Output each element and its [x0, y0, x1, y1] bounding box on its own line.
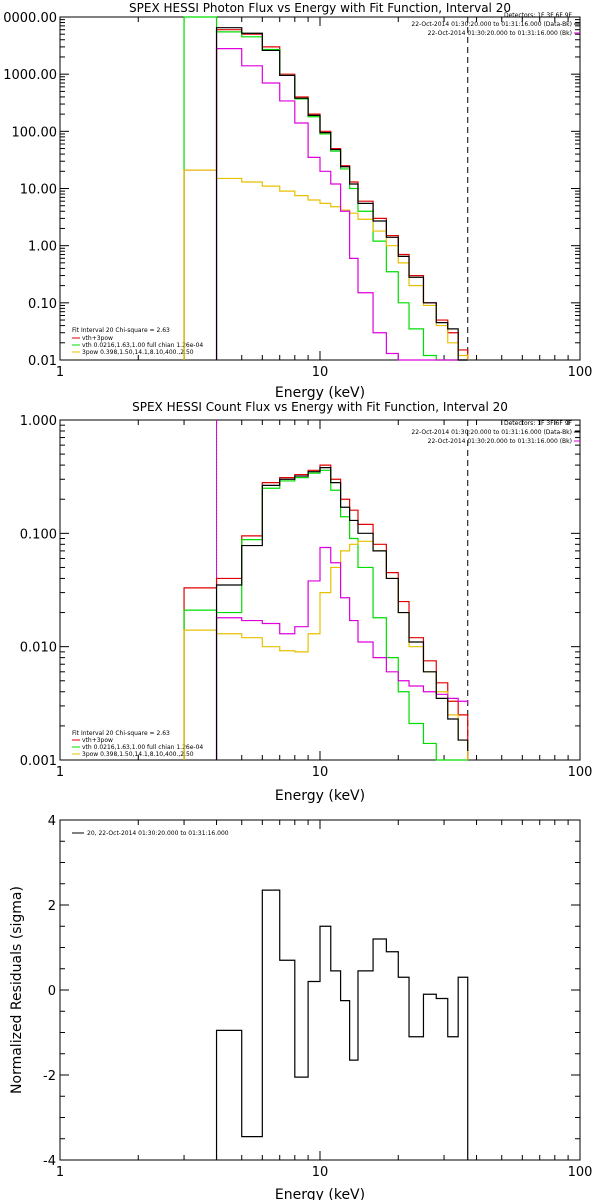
photon-flux-xtick-label: 1 — [56, 365, 64, 380]
count-flux-legend-tr-1: 22-Oct-2014 01:30:20.000 to 01:31:16.000… — [411, 429, 572, 436]
count-flux-title: SPEX HESSI Count Flux vs Energy with Fit… — [132, 400, 508, 414]
count-flux-legend-tr-0: Detectors: 1F 3F 6F 9F — [504, 420, 573, 427]
count-flux-ytick-label: 0.001 — [20, 754, 57, 769]
photon-flux-legend-bl-3: 3pow 0.398,1.50,14.1,8.10,400.,2.50 — [82, 349, 194, 356]
count-flux-xtick-label: 1 — [56, 765, 64, 780]
photon-flux-legend-bl-0: Fit Interval 20 Chi-square = 2.63 — [72, 327, 170, 334]
photon-flux-ytick-label: 0.01 — [28, 354, 57, 369]
count-flux-series-data-bk — [215, 467, 469, 760]
photon-flux-ytick-label: 0.10 — [28, 297, 57, 312]
residuals-ytick-label: 2 — [48, 899, 56, 914]
count-flux-xtick-label: 10 — [312, 765, 329, 780]
count-flux-xtick-label: 100 — [568, 765, 593, 780]
residuals-series-20-22-oct-2014-01-30-20-000-to-01-31-16-000 — [215, 889, 469, 1160]
residuals-ytick-label: 4 — [48, 814, 56, 829]
residuals-ylabel: Normalized Residuals (sigma) — [9, 886, 25, 1094]
count-flux-ytick-label: 0.010 — [20, 641, 57, 656]
residuals-ytick-label: -2 — [43, 1069, 56, 1084]
residuals-xtick-label: 100 — [568, 1165, 593, 1180]
photon-flux-xtick-label: 100 — [568, 365, 593, 380]
residuals-axes-frame — [59, 819, 581, 1161]
residuals-xtick-label: 10 — [312, 1165, 329, 1180]
photon-flux-ytick-label: 10.00 — [20, 183, 57, 198]
photon-flux-legend-tr-0: Detectors: 1F 3F 6F 9F — [504, 12, 573, 19]
photon-flux-series-vth-3pow — [183, 29, 469, 360]
residuals-ytick-label: 0 — [48, 984, 56, 999]
count-flux-series-bk — [215, 546, 469, 760]
photon-flux-series-bk — [215, 48, 468, 361]
photon-flux-axes-frame — [59, 16, 581, 361]
residuals-panel: Energy (keV) Normalized Residuals (sigma… — [9, 814, 593, 1203]
residuals-ytick-label: -4 — [43, 1154, 56, 1169]
photon-flux-legend-tr-1: 22-Oct-2014 01:30:20.000 to 01:31:16.000… — [411, 21, 572, 28]
photon-flux-title: SPEX HESSI Photon Flux vs Energy with Fi… — [129, 1, 511, 15]
count-flux-legend-bl-3: 3pow 0.398,1.50,14.1,8.10,400.,2.50 — [82, 751, 194, 758]
count-flux-ytick-label: 1.000 — [20, 414, 57, 429]
count-flux-panel: SPEX HESSI Count Flux vs Energy with Fit… — [20, 400, 593, 804]
photon-flux-xtick-label: 10 — [312, 365, 329, 380]
photon-flux-panel: SPEX HESSI Photon Flux vs Energy with Fi… — [3, 1, 592, 401]
photon-flux-series-data-bk — [215, 27, 468, 361]
residuals-xlabel: Energy (keV) — [275, 1187, 365, 1200]
count-flux-legend-bl-1: vth+3pow — [82, 737, 113, 744]
photon-flux-series-vth — [183, 16, 468, 361]
count-flux-legend-tr-2: 22-Oct-2014 01:30:20.000 to 01:31:16.000… — [428, 438, 572, 445]
count-flux-series-3pow — [183, 540, 469, 760]
photon-flux-legend-bl-2: vth 0.0216,1.63,1.00 full chian 1.26e-04 — [82, 342, 203, 349]
photon-flux-ytick-label: 0000.00 — [3, 11, 57, 26]
count-flux-legend-bl-0: Fit Interval 20 Chi-square = 2.63 — [72, 730, 170, 737]
count-flux-series-vth — [183, 469, 468, 761]
count-flux-xlabel: Energy (keV) — [275, 788, 365, 804]
photon-flux-legend-bl-1: vth+3pow — [82, 335, 113, 342]
count-flux-ytick-label: 0.100 — [20, 527, 57, 542]
photon-flux-ytick-label: 100.00 — [12, 125, 58, 140]
residuals-legend-0: 20, 22-Oct-2014 01:30:20.000 to 01:31:16… — [87, 830, 229, 837]
count-flux-legend-bl-2: vth 0.0216,1.63,1.00 full chian 1.26e-04 — [82, 744, 203, 751]
photon-flux-ytick-label: 1000.00 — [3, 68, 57, 83]
photon-flux-series-3pow — [183, 169, 469, 360]
photon-flux-xlabel: Energy (keV) — [275, 385, 365, 401]
residuals-xtick-label: 1 — [56, 1165, 64, 1180]
photon-flux-ytick-label: 1.00 — [28, 240, 57, 255]
photon-flux-legend-tr-2: 22-Oct-2014 01:30:20.000 to 01:31:16.000… — [428, 30, 572, 37]
